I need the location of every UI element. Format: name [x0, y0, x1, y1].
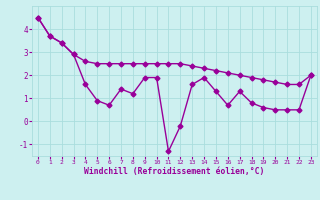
X-axis label: Windchill (Refroidissement éolien,°C): Windchill (Refroidissement éolien,°C): [84, 167, 265, 176]
